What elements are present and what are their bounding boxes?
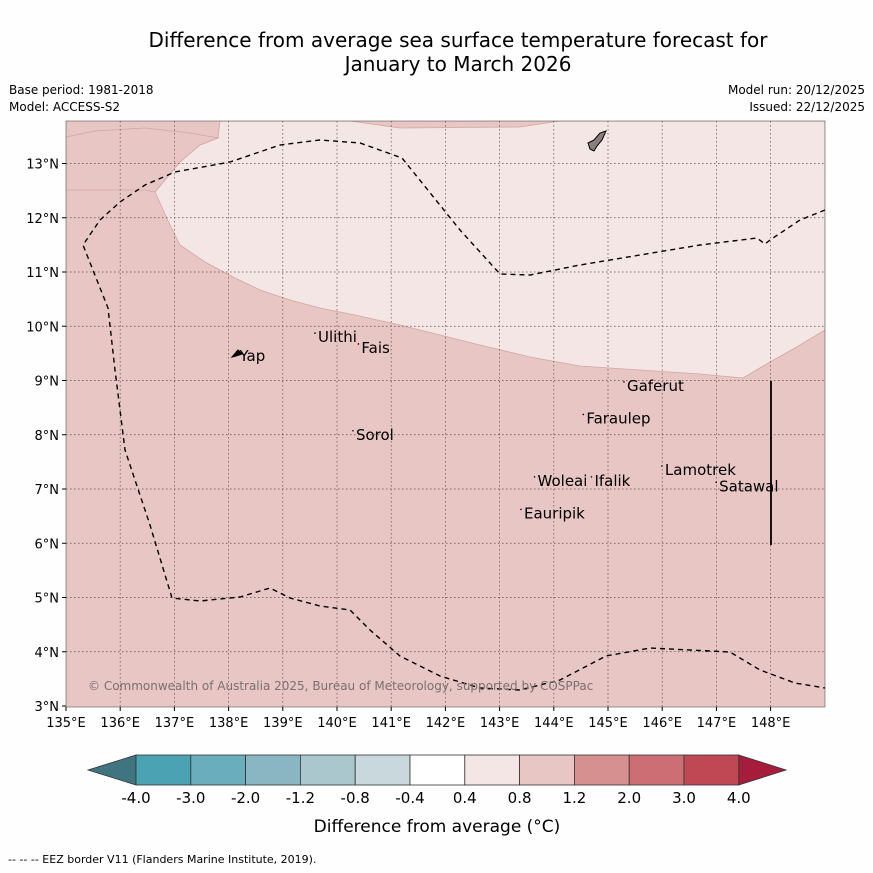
legend-tick-label: -1.2 xyxy=(286,789,315,807)
legend-extend-max xyxy=(738,754,788,786)
lon-tick-label: 142°E xyxy=(426,716,466,731)
lon-tick-label: 146°E xyxy=(642,716,682,731)
place-label-lamotrek: Lamotrek xyxy=(665,461,736,479)
lon-tick-label: 141°E xyxy=(371,716,411,731)
lat-tick-label: 12°N xyxy=(26,212,59,227)
lon-tick-label: 145°E xyxy=(588,716,628,731)
legend-tick-label: -0.8 xyxy=(341,789,370,807)
legend-tick-label: -3.0 xyxy=(176,789,205,807)
anomaly-band-0.8-1.2-edge xyxy=(66,127,220,193)
legend-swatch xyxy=(574,754,630,786)
lat-tick-label: 11°N xyxy=(26,266,59,281)
meta-left: Base period: 1981-2018 Model: ACCESS-S2 xyxy=(9,82,154,116)
eez-footnote: -- -- -- EEZ border V11 (Flanders Marine… xyxy=(8,853,317,866)
legend-swatch xyxy=(190,754,247,786)
lat-tick-label: 9°N xyxy=(35,375,60,390)
legend-tick-label: 3.0 xyxy=(672,789,696,807)
lon-tick-label: 137°E xyxy=(155,716,195,731)
legend-swatch xyxy=(245,754,301,786)
atoll-marker xyxy=(520,508,522,511)
guam-landmass xyxy=(587,130,607,152)
lat-tick-label: 10°N xyxy=(26,320,59,335)
atoll-marker xyxy=(314,332,316,334)
legend-tick-label: 1.2 xyxy=(562,789,586,807)
place-label-satawal: Satawal xyxy=(719,477,778,495)
legend-tick-label: -2.0 xyxy=(231,789,260,807)
lon-tick-label: 138°E xyxy=(209,716,249,731)
lon-tick-label: 144°E xyxy=(534,716,574,731)
lon-tick-label: 143°E xyxy=(480,716,520,731)
title-line-2: January to March 2026 xyxy=(344,52,572,76)
atoll-marker xyxy=(661,465,663,467)
legend-swatch xyxy=(464,754,520,786)
lat-tick-label: 3°N xyxy=(35,700,60,715)
legend-extend-min xyxy=(86,754,137,786)
base-period: Base period: 1981-2018 xyxy=(9,83,154,97)
lat-tick-label: 8°N xyxy=(35,429,60,444)
place-label-woleai: Woleai xyxy=(538,472,588,490)
legend-axis-label: Difference from average (°C) xyxy=(314,817,561,837)
legend-tick-label: 0.4 xyxy=(453,789,477,807)
lon-tick-label: 147°E xyxy=(697,716,737,731)
atoll-marker xyxy=(715,481,717,484)
legend-tick-label: 0.8 xyxy=(508,789,532,807)
place-label-ifalik: Ifalik xyxy=(594,472,630,490)
lon-tick-label: 140°E xyxy=(317,716,357,731)
atoll-marker xyxy=(357,343,360,345)
atoll-marker xyxy=(533,476,536,478)
lat-tick-label: 6°N xyxy=(35,537,60,552)
chart-title: Difference from average sea surface temp… xyxy=(58,28,858,76)
lon-tick-label: 135°E xyxy=(46,716,86,731)
lon-tick-label: 148°E xyxy=(751,716,791,731)
lon-tick-label: 139°E xyxy=(263,716,303,731)
issued-date: Issued: 22/12/2025 xyxy=(749,100,865,114)
eez-border-line xyxy=(82,139,825,691)
place-label-gaferut: Gaferut xyxy=(627,377,684,395)
model-name: Model: ACCESS-S2 xyxy=(9,100,121,114)
title-line-1: Difference from average sea surface temp… xyxy=(148,28,768,52)
place-label-fais: Fais xyxy=(361,339,390,357)
legend-swatch xyxy=(354,754,411,786)
legend-tick-label: -4.0 xyxy=(121,789,150,807)
legend-swatch xyxy=(519,754,575,786)
atoll-marker xyxy=(623,381,625,383)
longitude-tick-labels: 135°E 136°E 137°E 138°E 139°E 140°E 141°E 142°E… xyxy=(46,707,790,731)
atoll-marker xyxy=(582,413,585,416)
model-run: Model run: 20/12/2025 xyxy=(727,83,865,97)
lat-tick-label: 5°N xyxy=(35,592,60,607)
place-label-ulithi: Ulithi xyxy=(318,328,357,346)
place-label-sorol: Sorol xyxy=(356,426,394,444)
legend-tick-label: 2.0 xyxy=(617,789,641,807)
legend-swatch xyxy=(135,754,192,786)
legend-tick-label: -0.4 xyxy=(395,789,424,807)
latitude-tick-labels: 3°N 4°N 5°N 6°N 7°N 8°N 9°N 10°N 11°N 12°N 13°N xyxy=(26,158,66,715)
atoll-marker xyxy=(352,429,354,432)
legend-swatch xyxy=(409,754,466,786)
place-label-yap: Yap xyxy=(238,347,265,365)
lat-tick-label: 13°N xyxy=(26,158,59,173)
color-legend: -4.0 -3.0 -2.0 -1.2 -0.8 -0.4 0.4 0.8 1.2 2.0 3.0 4… xyxy=(86,754,788,807)
anomaly-band-0.4-0.8 xyxy=(154,121,825,379)
legend-tick-label: 4.0 xyxy=(727,789,751,807)
place-label-eauripik: Eauripik xyxy=(524,504,585,522)
legend-swatch xyxy=(299,754,356,786)
atoll-marker xyxy=(235,351,238,353)
lon-tick-label: 136°E xyxy=(100,716,140,731)
place-label-faraulep: Faraulep xyxy=(586,409,650,427)
atoll-marker xyxy=(590,476,593,478)
meta-right: Model run: 20/12/2025 Issued: 22/12/2025 xyxy=(728,82,865,116)
lat-tick-label: 7°N xyxy=(35,483,60,498)
lat-tick-label: 4°N xyxy=(35,646,60,661)
legend-swatch xyxy=(628,754,685,786)
copyright-text: © Commonwealth of Australia 2025, Bureau… xyxy=(88,679,593,693)
legend-swatch xyxy=(683,754,740,786)
